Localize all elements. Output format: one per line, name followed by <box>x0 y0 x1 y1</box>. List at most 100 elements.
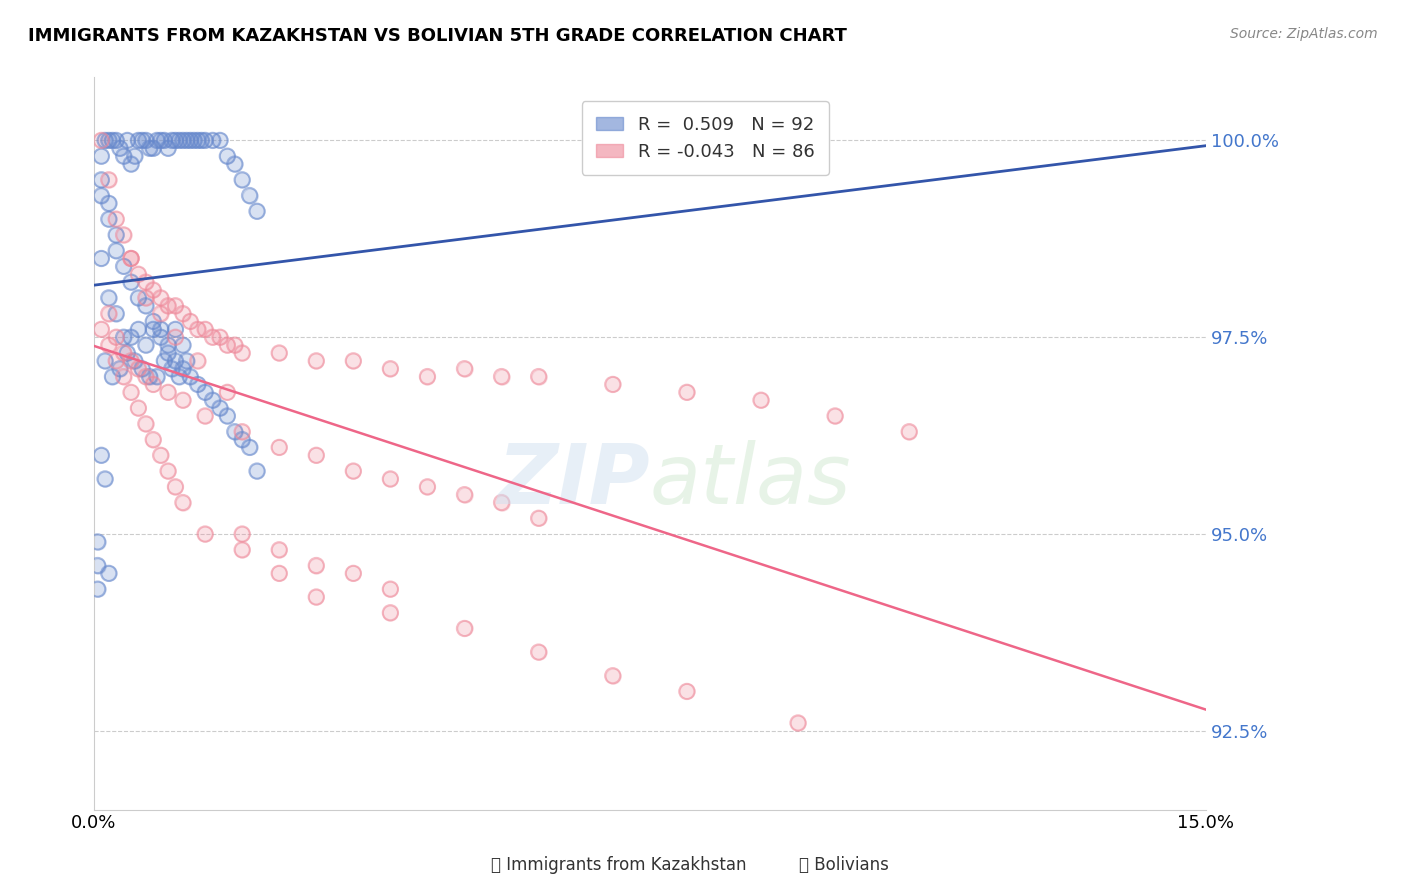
Point <box>112 369 135 384</box>
Point <box>157 346 180 360</box>
Point <box>527 369 550 384</box>
Point <box>120 385 142 400</box>
Point <box>187 354 209 368</box>
Point <box>131 133 153 147</box>
Point <box>208 133 231 147</box>
Point <box>239 441 262 455</box>
Point <box>269 441 291 455</box>
Point <box>127 267 149 281</box>
Point <box>342 566 364 581</box>
Point <box>149 291 172 305</box>
Point <box>142 314 165 328</box>
Point <box>86 582 108 596</box>
Point <box>380 361 402 376</box>
Point <box>269 566 291 581</box>
Point <box>416 369 439 384</box>
Point <box>676 385 699 400</box>
Point <box>149 322 172 336</box>
Text: Source: ZipAtlas.com: Source: ZipAtlas.com <box>1230 27 1378 41</box>
Point <box>86 558 108 573</box>
Point <box>380 472 402 486</box>
Point <box>142 377 165 392</box>
Point <box>146 133 169 147</box>
Point <box>208 133 231 147</box>
Point <box>97 133 120 147</box>
Point <box>112 149 135 163</box>
Point <box>167 369 190 384</box>
Point <box>138 141 160 155</box>
Point <box>453 488 475 502</box>
Point <box>97 212 120 227</box>
Point <box>342 464 364 478</box>
Point <box>602 377 624 392</box>
Point <box>120 330 142 344</box>
Point <box>190 133 212 147</box>
Point <box>97 566 120 581</box>
Point <box>142 322 165 336</box>
Point <box>246 464 269 478</box>
Point <box>453 361 475 376</box>
Point <box>124 354 146 368</box>
Point <box>239 188 262 202</box>
Point <box>194 133 217 147</box>
Point <box>94 133 117 147</box>
Point <box>131 133 153 147</box>
Point <box>105 330 128 344</box>
Point <box>179 314 201 328</box>
Point <box>105 212 128 227</box>
Point <box>187 354 209 368</box>
Point <box>90 252 112 266</box>
Point <box>127 361 149 376</box>
Point <box>898 425 921 439</box>
Point <box>127 361 149 376</box>
Point <box>676 684 699 698</box>
Point <box>201 393 224 408</box>
Point <box>208 401 231 415</box>
Point <box>97 338 120 352</box>
Point <box>138 141 160 155</box>
Point <box>787 715 810 730</box>
Point <box>602 377 624 392</box>
Point <box>112 330 135 344</box>
Point <box>160 361 183 376</box>
Point <box>305 590 328 604</box>
Point <box>117 346 139 360</box>
Point <box>90 188 112 202</box>
Point <box>105 354 128 368</box>
Point <box>105 354 128 368</box>
Point <box>135 369 157 384</box>
Point <box>142 141 165 155</box>
Point <box>135 291 157 305</box>
Point <box>135 417 157 431</box>
Point <box>149 291 172 305</box>
Point <box>898 425 921 439</box>
Point <box>149 448 172 462</box>
Point <box>217 385 239 400</box>
Point <box>112 346 135 360</box>
Point <box>157 385 180 400</box>
Point <box>749 393 772 408</box>
Point <box>224 157 246 171</box>
Point <box>120 157 142 171</box>
Point <box>380 582 402 596</box>
Point <box>135 338 157 352</box>
Point <box>108 361 131 376</box>
Point <box>224 157 246 171</box>
Point <box>101 133 124 147</box>
Point <box>97 291 120 305</box>
Point <box>149 330 172 344</box>
Point <box>231 346 253 360</box>
Point <box>135 338 157 352</box>
Point <box>208 401 231 415</box>
Point <box>172 133 194 147</box>
Point <box>380 582 402 596</box>
Point <box>101 369 124 384</box>
Point <box>172 393 194 408</box>
Point <box>157 464 180 478</box>
Point <box>172 307 194 321</box>
Point <box>165 133 187 147</box>
Point <box>90 173 112 187</box>
Point <box>112 330 135 344</box>
Point <box>138 369 160 384</box>
Point <box>120 252 142 266</box>
